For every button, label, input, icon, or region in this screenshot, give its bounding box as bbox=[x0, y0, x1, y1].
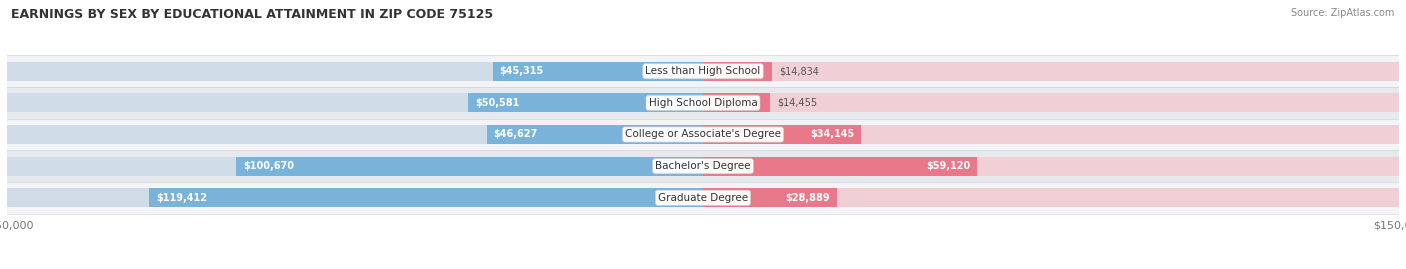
Bar bbox=[149, 188, 703, 207]
Text: Source: ZipAtlas.com: Source: ZipAtlas.com bbox=[1291, 8, 1395, 18]
Bar bbox=[492, 62, 703, 81]
Bar bbox=[703, 188, 837, 207]
Bar bbox=[7, 182, 1399, 214]
Text: $14,834: $14,834 bbox=[779, 66, 818, 76]
Text: $59,120: $59,120 bbox=[927, 161, 970, 171]
Bar bbox=[703, 62, 1399, 81]
Bar bbox=[7, 188, 703, 207]
Text: $119,412: $119,412 bbox=[156, 193, 207, 203]
Text: Bachelor's Degree: Bachelor's Degree bbox=[655, 161, 751, 171]
Bar bbox=[7, 157, 703, 176]
Bar bbox=[7, 150, 1399, 182]
Text: High School Diploma: High School Diploma bbox=[648, 98, 758, 108]
Bar bbox=[703, 93, 770, 112]
Bar bbox=[7, 62, 703, 81]
Bar bbox=[703, 125, 862, 144]
Text: $34,145: $34,145 bbox=[810, 129, 855, 140]
Bar bbox=[468, 93, 703, 112]
Bar bbox=[236, 157, 703, 176]
Bar bbox=[7, 93, 703, 112]
Text: $100,670: $100,670 bbox=[243, 161, 294, 171]
Bar bbox=[7, 87, 1399, 119]
Bar bbox=[703, 125, 1399, 144]
Bar bbox=[703, 62, 772, 81]
Text: $46,627: $46,627 bbox=[494, 129, 538, 140]
Bar bbox=[703, 157, 1399, 176]
Bar bbox=[486, 125, 703, 144]
Bar bbox=[703, 157, 977, 176]
Text: $28,889: $28,889 bbox=[786, 193, 830, 203]
Text: College or Associate's Degree: College or Associate's Degree bbox=[626, 129, 780, 140]
Text: EARNINGS BY SEX BY EDUCATIONAL ATTAINMENT IN ZIP CODE 75125: EARNINGS BY SEX BY EDUCATIONAL ATTAINMEN… bbox=[11, 8, 494, 21]
Bar bbox=[7, 119, 1399, 150]
Bar bbox=[703, 188, 1399, 207]
Bar bbox=[7, 125, 703, 144]
Text: $14,455: $14,455 bbox=[778, 98, 817, 108]
Text: $45,315: $45,315 bbox=[499, 66, 544, 76]
Bar bbox=[703, 93, 1399, 112]
Bar bbox=[7, 55, 1399, 87]
Text: $50,581: $50,581 bbox=[475, 98, 520, 108]
Text: Graduate Degree: Graduate Degree bbox=[658, 193, 748, 203]
Text: Less than High School: Less than High School bbox=[645, 66, 761, 76]
